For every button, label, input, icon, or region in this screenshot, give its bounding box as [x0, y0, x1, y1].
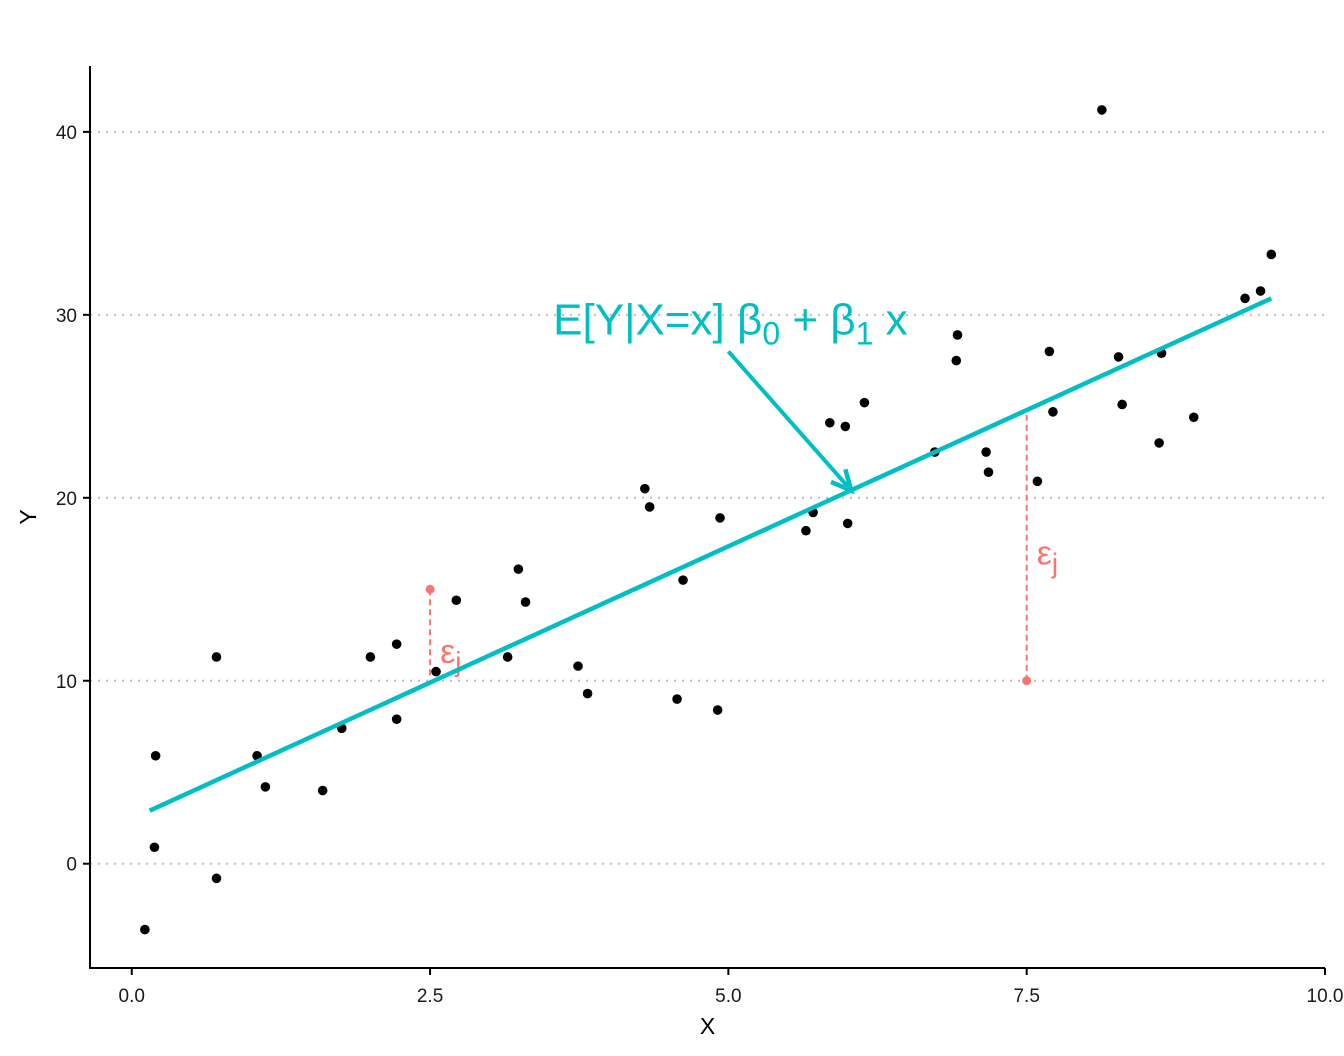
data-point	[211, 873, 222, 884]
equation-annotation: E[Y|X=x] β0 + β1 x	[553, 295, 908, 495]
data-point	[582, 688, 593, 699]
data-point	[149, 842, 160, 853]
x-tick-label: 0.0	[119, 986, 145, 1007]
data-point	[678, 575, 688, 585]
annotation-arrow-shaft	[726, 350, 853, 492]
regression-line-group	[148, 296, 1273, 813]
epsilon-symbol: ε	[440, 633, 455, 671]
data-point	[365, 652, 376, 662]
data-point	[983, 467, 994, 477]
x-tick-label: 10.0	[1307, 986, 1344, 1007]
data-point	[1188, 412, 1199, 423]
data-point	[260, 782, 271, 792]
x-axis-title: X	[700, 1013, 715, 1039]
equation-x: x	[873, 295, 907, 344]
data-point	[1032, 476, 1043, 487]
epsilon-subscript: j	[1051, 547, 1058, 578]
data-point	[573, 661, 583, 671]
y-tick-label: 10	[56, 672, 77, 693]
data-point	[981, 447, 991, 457]
data-point	[1044, 346, 1055, 357]
y-tick-label: 30	[56, 306, 77, 327]
equation-main: E[Y|X=x] β	[553, 295, 762, 344]
data-points	[140, 105, 1277, 935]
beta0-subscript: 0	[762, 315, 780, 351]
data-point	[801, 525, 811, 536]
x-tick-label: 7.5	[1013, 986, 1039, 1007]
data-point	[317, 785, 328, 796]
equation-text: E[Y|X=x] β0 + β1 x	[553, 295, 907, 351]
data-point	[391, 639, 402, 649]
data-point	[1048, 406, 1058, 417]
epsilon-subscript: j	[454, 646, 461, 677]
data-point	[1266, 249, 1277, 260]
data-point	[391, 714, 402, 724]
y-axis-title: Y	[15, 509, 41, 524]
data-point	[644, 502, 655, 512]
annotation-arrow-head	[830, 468, 855, 495]
x-tick-label: 2.5	[417, 986, 443, 1007]
data-point	[840, 421, 851, 432]
data-point	[712, 705, 723, 715]
data-point	[140, 924, 150, 935]
data-point	[513, 564, 524, 574]
grid-lines	[90, 130, 1325, 865]
data-point	[1240, 293, 1250, 304]
residual-label: εj	[440, 633, 461, 677]
data-point	[842, 518, 853, 529]
data-point	[952, 330, 963, 340]
residual-point	[1022, 676, 1032, 686]
data-point	[715, 513, 725, 523]
data-point	[211, 652, 222, 662]
beta1-subscript: 1	[856, 315, 874, 351]
data-point	[825, 417, 835, 428]
regression-line	[148, 296, 1273, 813]
data-point	[1113, 352, 1124, 362]
data-point	[1117, 399, 1127, 410]
y-tick-label: 40	[56, 123, 77, 144]
data-point	[951, 355, 962, 366]
data-point	[1154, 438, 1164, 448]
data-point	[431, 666, 441, 677]
y-tick-label: 0	[66, 855, 77, 876]
residual-label: εj	[1037, 534, 1058, 578]
data-point	[520, 597, 531, 607]
data-point	[1097, 105, 1107, 115]
data-point	[859, 397, 870, 408]
data-point	[150, 750, 161, 761]
equation-plus-beta: + β	[780, 295, 855, 344]
epsilon-symbol: ε	[1037, 534, 1052, 572]
residual-point	[425, 584, 435, 594]
data-point	[1255, 286, 1266, 296]
data-point	[672, 694, 682, 704]
data-point	[640, 483, 650, 494]
x-tick-label: 5.0	[715, 986, 741, 1007]
data-point	[451, 595, 462, 606]
data-point	[502, 652, 513, 662]
y-tick-label: 20	[56, 489, 77, 510]
